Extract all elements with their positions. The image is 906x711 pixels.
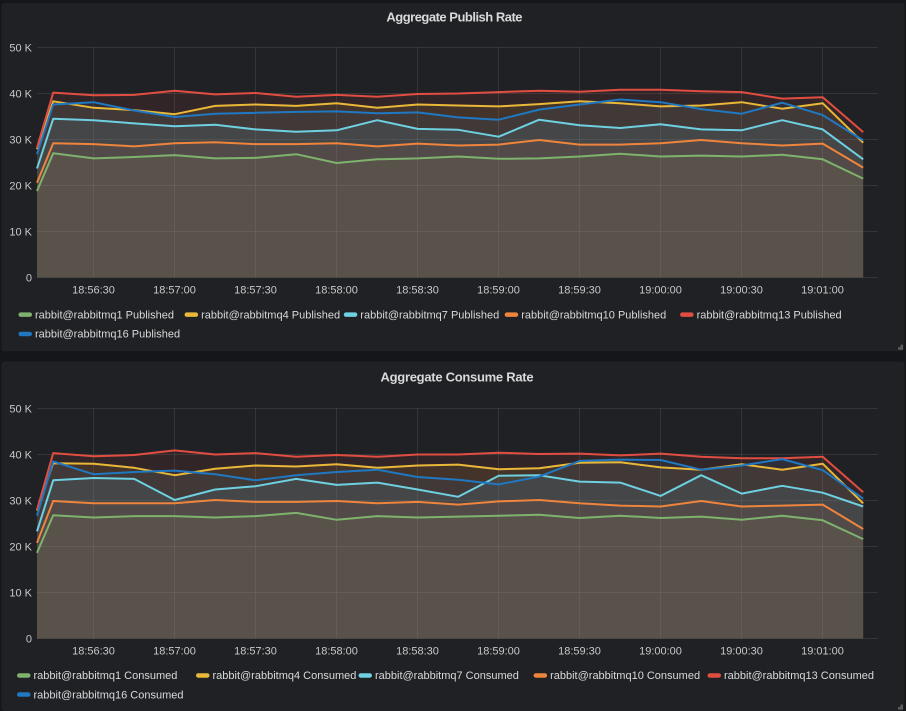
svg-text:18:56:30: 18:56:30: [72, 285, 115, 297]
svg-text:19:00:00: 19:00:00: [639, 646, 682, 658]
svg-text:19:00:00: 19:00:00: [639, 285, 682, 297]
svg-text:40 K: 40 K: [9, 89, 32, 101]
svg-text:18:59:00: 18:59:00: [477, 285, 520, 297]
svg-text:18:57:00: 18:57:00: [153, 285, 196, 297]
svg-text:rabbit@rabbitmq10 Published: rabbit@rabbitmq10 Published: [521, 309, 666, 321]
svg-text:rabbit@rabbitmq13 Published: rabbit@rabbitmq13 Published: [697, 309, 842, 321]
svg-text:18:59:30: 18:59:30: [558, 646, 601, 658]
svg-text:10 K: 10 K: [9, 588, 32, 600]
svg-text:18:57:00: 18:57:00: [153, 646, 196, 658]
svg-text:50 K: 50 K: [9, 43, 32, 55]
svg-text:rabbit@rabbitmq1 Consumed: rabbit@rabbitmq1 Consumed: [34, 670, 178, 682]
svg-text:Aggregate Publish Rate: Aggregate Publish Rate: [386, 10, 522, 25]
svg-text:10 K: 10 K: [9, 227, 32, 239]
svg-text:18:57:30: 18:57:30: [234, 646, 277, 658]
svg-text:19:01:00: 19:01:00: [801, 646, 844, 658]
svg-text:18:57:30: 18:57:30: [234, 285, 277, 297]
svg-text:18:58:30: 18:58:30: [396, 285, 439, 297]
svg-text:rabbit@rabbitmq4 Consumed: rabbit@rabbitmq4 Consumed: [213, 670, 357, 682]
svg-text:19:00:30: 19:00:30: [720, 646, 763, 658]
svg-text:50 K: 50 K: [9, 404, 32, 416]
svg-text:rabbit@rabbitmq4 Published: rabbit@rabbitmq4 Published: [201, 309, 340, 321]
svg-text:rabbit@rabbitmq10 Consumed: rabbit@rabbitmq10 Consumed: [550, 670, 700, 682]
svg-text:30 K: 30 K: [9, 496, 32, 508]
svg-text:18:58:00: 18:58:00: [315, 285, 358, 297]
svg-text:20 K: 20 K: [9, 181, 32, 193]
svg-text:rabbit@rabbitmq7 Consumed: rabbit@rabbitmq7 Consumed: [375, 670, 519, 682]
svg-text:40 K: 40 K: [9, 450, 32, 462]
svg-text:30 K: 30 K: [9, 135, 32, 147]
svg-text:18:59:30: 18:59:30: [558, 285, 601, 297]
svg-text:rabbit@rabbitmq7 Published: rabbit@rabbitmq7 Published: [360, 309, 499, 321]
svg-text:18:58:30: 18:58:30: [396, 646, 439, 658]
svg-text:Aggregate Consume Rate: Aggregate Consume Rate: [381, 369, 534, 384]
svg-text:rabbit@rabbitmq1 Published: rabbit@rabbitmq1 Published: [35, 309, 174, 321]
svg-text:0: 0: [26, 634, 32, 646]
svg-text:rabbit@rabbitmq16 Consumed: rabbit@rabbitmq16 Consumed: [34, 689, 184, 701]
svg-text:18:59:00: 18:59:00: [477, 646, 520, 658]
svg-text:rabbit@rabbitmq13 Consumed: rabbit@rabbitmq13 Consumed: [724, 670, 874, 682]
svg-text:0: 0: [26, 273, 32, 285]
svg-text:rabbit@rabbitmq16 Published: rabbit@rabbitmq16 Published: [35, 329, 180, 341]
svg-text:19:01:00: 19:01:00: [801, 285, 844, 297]
svg-text:19:00:30: 19:00:30: [720, 285, 763, 297]
svg-text:20 K: 20 K: [9, 542, 32, 554]
svg-text:18:56:30: 18:56:30: [72, 646, 115, 658]
svg-text:18:58:00: 18:58:00: [315, 646, 358, 658]
